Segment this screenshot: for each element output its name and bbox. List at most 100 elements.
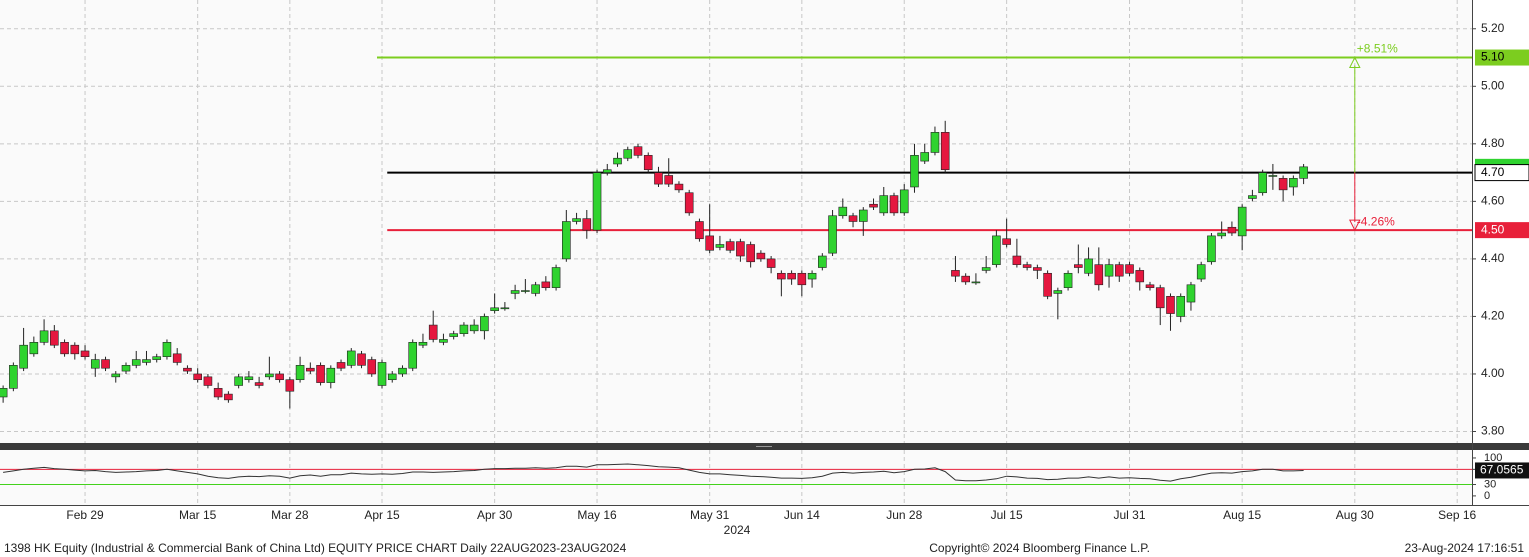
x-tick-label: May 16 (577, 508, 617, 522)
x-tick-label: Jun 14 (784, 508, 820, 522)
candle-body (1217, 232, 1226, 237)
y-tick-label: 3.80 (1481, 424, 1505, 438)
rsi-bg (0, 450, 1472, 505)
candle-body (428, 324, 438, 340)
candle-body (1299, 166, 1308, 179)
candle-body (234, 376, 243, 386)
rsi-tag-label: 67.0565 (1480, 463, 1524, 477)
candle-body (1166, 295, 1175, 314)
y-tick-label: 4.40 (1481, 251, 1505, 265)
candle-body (1289, 178, 1298, 188)
candle-body (449, 333, 458, 337)
candle-body (848, 215, 858, 222)
level-tag (1475, 49, 1529, 66)
candle-body (674, 183, 684, 191)
x-tick-label: May 31 (690, 508, 730, 522)
candle-body (367, 359, 377, 375)
candle-body (203, 376, 213, 386)
candle-body (387, 373, 397, 381)
x-tick-label: Apr 30 (477, 508, 513, 522)
candle-body (254, 382, 264, 386)
candle-body (531, 284, 540, 294)
candle-body (275, 373, 284, 381)
candle-body (285, 379, 295, 392)
candle-body (1002, 238, 1011, 245)
candle-body (469, 324, 479, 332)
arrow-head (1348, 56, 1361, 69)
timestamp: 23-Aug-2024 17:16:51 (1405, 541, 1525, 555)
candle-body (1237, 206, 1247, 237)
candle-body (940, 132, 950, 171)
candle-body (664, 175, 674, 185)
x-tick-label: Jun 28 (886, 508, 922, 522)
x-tick-label: Sep 16 (1438, 508, 1476, 522)
candle-body (572, 218, 581, 222)
candle-body (316, 365, 325, 383)
candle-body (613, 157, 622, 165)
candle-body (889, 195, 899, 214)
candle-body (39, 330, 49, 343)
candle-body (1094, 264, 1104, 286)
change-label: -4.26% (1357, 214, 1395, 228)
candle-body (858, 209, 868, 222)
candle-body (265, 373, 274, 378)
candle-body (838, 206, 848, 217)
candle-body (961, 275, 970, 283)
candle-body (357, 353, 366, 366)
plot-bg (0, 0, 1472, 443)
candle-body (766, 258, 776, 268)
candle-body (541, 281, 551, 288)
candle-body (142, 359, 151, 363)
candle-body (1084, 258, 1093, 274)
candle-body (326, 367, 336, 383)
candle-body (336, 362, 346, 369)
y-tick-label: 100 (1484, 452, 1502, 464)
candle-body (131, 359, 141, 366)
y-tick-label: 5.00 (1481, 78, 1505, 92)
y-tick-label: 0 (1484, 490, 1490, 502)
candle-body (1196, 264, 1206, 280)
candle-body (1155, 287, 1165, 309)
candle-body (50, 330, 59, 346)
candle-body (1012, 255, 1022, 265)
candle-body (746, 244, 755, 263)
y-tick-label: 5.20 (1481, 21, 1505, 35)
x-tick-label: Mar 28 (271, 508, 309, 522)
candle-body (80, 350, 90, 358)
candle-body (920, 152, 930, 162)
y-tick-label: 4.00 (1481, 366, 1505, 380)
level-tag-label: 4.70 (1481, 165, 1505, 179)
candle-body (623, 149, 633, 159)
candle-body (684, 192, 694, 214)
level-tag (1475, 222, 1529, 239)
candle-body (70, 344, 80, 355)
candle-body (490, 307, 499, 311)
level-tag-label: 5.10 (1481, 50, 1505, 64)
rsi-line (3, 463, 1304, 482)
candle-body (1074, 264, 1083, 268)
candle-body (213, 388, 223, 398)
candle-body (244, 376, 254, 381)
candle-body (1176, 295, 1186, 317)
candle-body (992, 235, 1001, 265)
candle-body (602, 169, 612, 173)
candle-body (295, 365, 305, 381)
candle-body (172, 353, 182, 363)
candle-body (1053, 290, 1063, 294)
x-tick-label: Jul 31 (1114, 508, 1146, 522)
copyright: Copyright© 2024 Bloomberg Finance L.P. (929, 541, 1150, 555)
candle-body (19, 344, 28, 369)
candle-body (1043, 272, 1052, 297)
candle-body (654, 172, 663, 185)
candle-body (756, 252, 766, 260)
arrow-head (1348, 219, 1361, 232)
change-label: +8.51% (1357, 42, 1398, 56)
candle-body (224, 393, 233, 401)
candle-body (152, 356, 162, 360)
candle-body (193, 373, 202, 381)
x-axis-label: 2024 (724, 523, 751, 537)
candle-body (510, 290, 520, 294)
candle-body (562, 221, 571, 260)
candle-body (60, 342, 69, 355)
candle-body (828, 215, 837, 254)
